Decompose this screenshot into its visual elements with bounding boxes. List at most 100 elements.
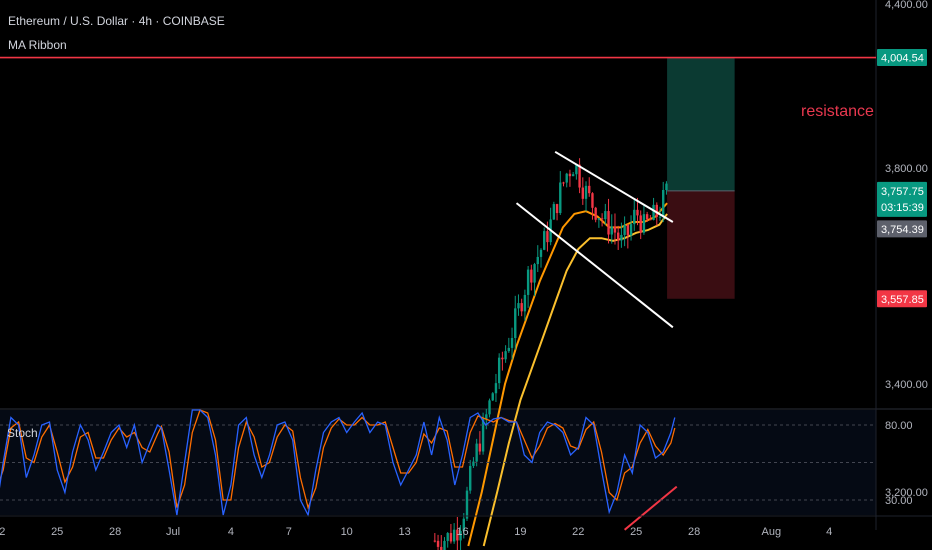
candle-body[interactable] [452,529,456,542]
candle-body[interactable] [639,215,642,233]
candle-body[interactable] [575,164,578,175]
time-axis-label: 28 [688,526,700,538]
candle-body[interactable] [626,224,630,236]
candle-body[interactable] [485,414,488,419]
price-axis-label-top: 4,400.00 [885,0,928,11]
candle-body[interactable] [613,226,617,233]
candle-body[interactable] [491,393,494,401]
candle-body[interactable] [629,224,633,236]
candle-body[interactable] [504,351,507,360]
ma-price-tag[interactable] [877,220,927,238]
candle-body[interactable] [607,211,610,235]
channel-upper-line[interactable] [554,150,674,223]
candle-body[interactable] [610,226,613,235]
last-price-tag[interactable] [877,181,927,217]
candle-body[interactable] [597,218,601,220]
candle-body[interactable] [523,294,527,312]
candle-body[interactable] [520,303,523,312]
candle-body[interactable] [539,249,543,257]
target-zone[interactable] [667,57,735,191]
candle-body[interactable] [588,185,591,194]
candle-body[interactable] [584,185,588,199]
candle-body[interactable] [449,533,453,542]
candle-body[interactable] [565,173,568,183]
time-axis-label: 25 [51,526,63,538]
candle-body[interactable] [543,231,546,250]
candle-body[interactable] [665,183,668,190]
candle-body[interactable] [546,231,549,243]
time-axis-label: 4 [228,526,234,538]
time-axis-label: 22 [0,526,5,538]
candle-body[interactable] [517,303,520,309]
indicator-name-ma-ribbon[interactable]: MA Ribbon [8,38,67,52]
candle-body[interactable] [591,193,594,208]
candle-body[interactable] [472,461,475,466]
candle-body[interactable] [581,187,585,199]
stoch-d-line[interactable] [0,409,676,510]
candle-body[interactable] [446,533,449,541]
candle-body[interactable] [465,490,469,519]
time-axis-label: 25 [630,526,642,538]
candle-body[interactable] [501,357,504,360]
candle-body[interactable] [658,216,662,218]
resistance-price-tag[interactable] [877,49,927,67]
resistance-price-tag-text: 4,004.54 [881,53,924,65]
candle-body[interactable] [510,338,514,348]
candle-body[interactable] [530,269,533,283]
stoch-k-line[interactable] [0,409,676,518]
candle-body[interactable] [536,256,539,265]
candle-body[interactable] [662,189,665,217]
candle-body[interactable] [559,182,562,214]
candle-body[interactable] [440,546,443,550]
price-pane[interactable] [0,0,876,408]
time-axis-label: Aug [762,526,782,538]
stop-zone[interactable] [667,190,735,299]
candle-body[interactable] [616,232,620,241]
candle-body[interactable] [623,224,626,235]
candle-body[interactable] [642,214,646,233]
trend-fragment-line[interactable] [623,485,678,531]
candle-body[interactable] [469,465,472,491]
time-axis-label: 28 [109,526,121,538]
candle-body[interactable] [636,209,639,216]
candle-body[interactable] [533,264,536,283]
time-axis-label: Jul [166,526,180,538]
candle-body[interactable] [600,218,604,220]
candle-body[interactable] [443,540,446,550]
candle-body[interactable] [481,418,485,452]
candle-body[interactable] [649,219,652,221]
candle-body[interactable] [594,207,597,220]
candle-body[interactable] [507,347,511,352]
candle-body[interactable] [578,164,581,188]
candle-body[interactable] [488,400,491,415]
price-axis-label: 3,200.00 [885,487,928,499]
candle-body[interactable] [633,209,636,225]
candle-body[interactable] [514,308,517,339]
last-price-text: 3,757.75 [881,186,924,198]
channel-lower-line[interactable] [515,202,674,329]
candle-body[interactable] [475,443,478,462]
candle-body[interactable] [555,204,559,214]
candle-body[interactable] [526,269,530,295]
candle-body[interactable] [456,529,459,541]
candle-body[interactable] [571,174,575,177]
time-axis-label: 19 [514,526,526,538]
candle-body[interactable] [652,204,655,220]
candle-body[interactable] [433,540,437,542]
candle-body[interactable] [620,234,623,241]
candle-body[interactable] [645,214,649,220]
candle-body[interactable] [655,204,658,217]
candle-body[interactable] [462,518,465,532]
candle-body[interactable] [494,383,498,394]
candle-body[interactable] [436,540,440,547]
candle-body[interactable] [478,443,482,452]
candle-body[interactable] [497,357,501,384]
stop-price-tag[interactable] [877,290,927,308]
candle-body[interactable] [552,204,556,220]
candle-body[interactable] [459,531,462,541]
candle-body[interactable] [604,211,607,220]
candle-body[interactable] [562,182,565,184]
candle-body[interactable] [568,173,572,177]
indicator-name-stoch[interactable]: Stoch [7,426,38,440]
